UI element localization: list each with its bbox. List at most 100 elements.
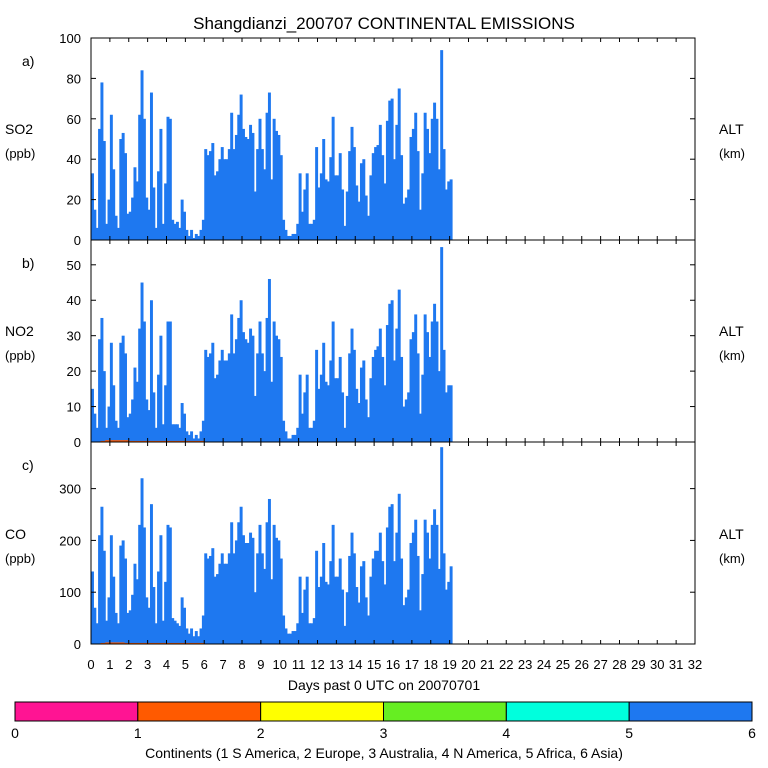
bar-asia [362, 360, 366, 442]
bar-asia [116, 227, 120, 240]
bar-asia [178, 625, 182, 644]
bar-asia [291, 631, 295, 644]
x-tick-label: 27 [593, 657, 607, 672]
bar-asia [138, 114, 142, 240]
bar-asia [270, 579, 274, 644]
bar-asia [395, 124, 399, 240]
bar-asia [239, 300, 243, 442]
x-tick-label: 25 [556, 657, 570, 672]
bar-asia [183, 413, 186, 442]
bar-asia [421, 173, 425, 240]
bar-asia [440, 447, 444, 644]
bar-asia [308, 623, 312, 644]
bar-europe [161, 642, 165, 644]
bar-asia [426, 532, 429, 644]
bar-asia [126, 612, 130, 644]
bar-asia [303, 392, 307, 442]
bar-asia [385, 325, 389, 442]
bar-asia [135, 381, 139, 442]
bar-asia [91, 571, 94, 644]
bar-asia [265, 112, 269, 240]
bar-asia [324, 581, 328, 644]
x-tick-label: 0 [87, 657, 94, 672]
x-tick-label: 3 [144, 657, 151, 672]
bar-asia [242, 535, 245, 644]
bar-asia [216, 171, 220, 240]
x-tick-label: 11 [292, 657, 306, 672]
bar-asia [154, 427, 158, 442]
bar-europe [201, 642, 205, 644]
bar-asia [329, 561, 333, 644]
bar-asia [376, 550, 380, 644]
bar-asia [249, 124, 253, 240]
bar-asia [239, 506, 243, 644]
bar-asia [220, 553, 224, 644]
bar-asia [423, 112, 427, 240]
bar-asia [326, 181, 330, 240]
y-tick-label: 10 [67, 400, 81, 415]
bar-asia [140, 478, 144, 644]
bar-asia [296, 623, 300, 644]
bar-asia [383, 385, 387, 442]
bar-asia [312, 618, 316, 644]
bar-europe [171, 440, 175, 442]
bar-asia [201, 420, 205, 442]
bar-asia [263, 371, 267, 442]
bar-europe [192, 642, 196, 644]
colorbar-tick-label: 2 [257, 725, 265, 741]
bar-europe [199, 440, 203, 442]
x-tick-label: 7 [220, 657, 227, 672]
bar-asia [175, 424, 179, 442]
bar-asia [95, 623, 99, 644]
bar-asia [218, 159, 222, 240]
bar-asia [319, 576, 323, 644]
bar-asia [376, 145, 380, 240]
colorbar-tick-label: 3 [380, 725, 388, 741]
bar-asia [275, 537, 278, 644]
bar-asia [208, 555, 212, 644]
bar-asia [352, 147, 356, 240]
bar-asia [277, 134, 281, 240]
bar-asia [147, 607, 151, 644]
bar-asia [308, 223, 312, 240]
bar-asia [279, 155, 283, 240]
bar-europe [192, 440, 196, 442]
bar-asia [298, 173, 302, 240]
bar-asia [286, 235, 290, 240]
bar-asia [124, 558, 127, 644]
y-tick-label: 40 [67, 152, 81, 167]
bar-asia [322, 139, 326, 240]
bar-asia [220, 349, 224, 442]
bar-asia [393, 360, 396, 442]
bar-asia [149, 92, 153, 240]
bar-asia [284, 431, 288, 442]
bar-asia [388, 506, 392, 644]
bar-asia [161, 620, 165, 644]
bar-asia [310, 223, 314, 240]
bar-asia [178, 427, 182, 442]
bar-asia [324, 179, 328, 240]
bar-europe [152, 440, 156, 442]
bar-asia [371, 153, 375, 240]
bar-asia [237, 114, 241, 240]
bar-europe [105, 642, 109, 644]
x-tick-label: 9 [257, 657, 264, 672]
x-tick-label: 24 [537, 657, 551, 672]
bar-asia [159, 128, 163, 240]
bar-asia [119, 545, 123, 644]
bar-asia [145, 399, 149, 442]
bar-europe [185, 642, 189, 644]
bar-asia [185, 628, 189, 644]
bar-asia [234, 134, 238, 240]
bar-asia [317, 388, 321, 442]
bar-europe [190, 642, 194, 644]
bar-europe [173, 440, 177, 442]
bar-asia [109, 342, 113, 442]
bar-asia [310, 427, 314, 442]
bar-asia [286, 438, 290, 442]
bar-asia [119, 342, 123, 442]
bar-asia [284, 229, 288, 240]
bar-asia [433, 102, 437, 240]
x-tick-label: 21 [480, 657, 494, 672]
y-tick-label: 20 [67, 364, 81, 379]
